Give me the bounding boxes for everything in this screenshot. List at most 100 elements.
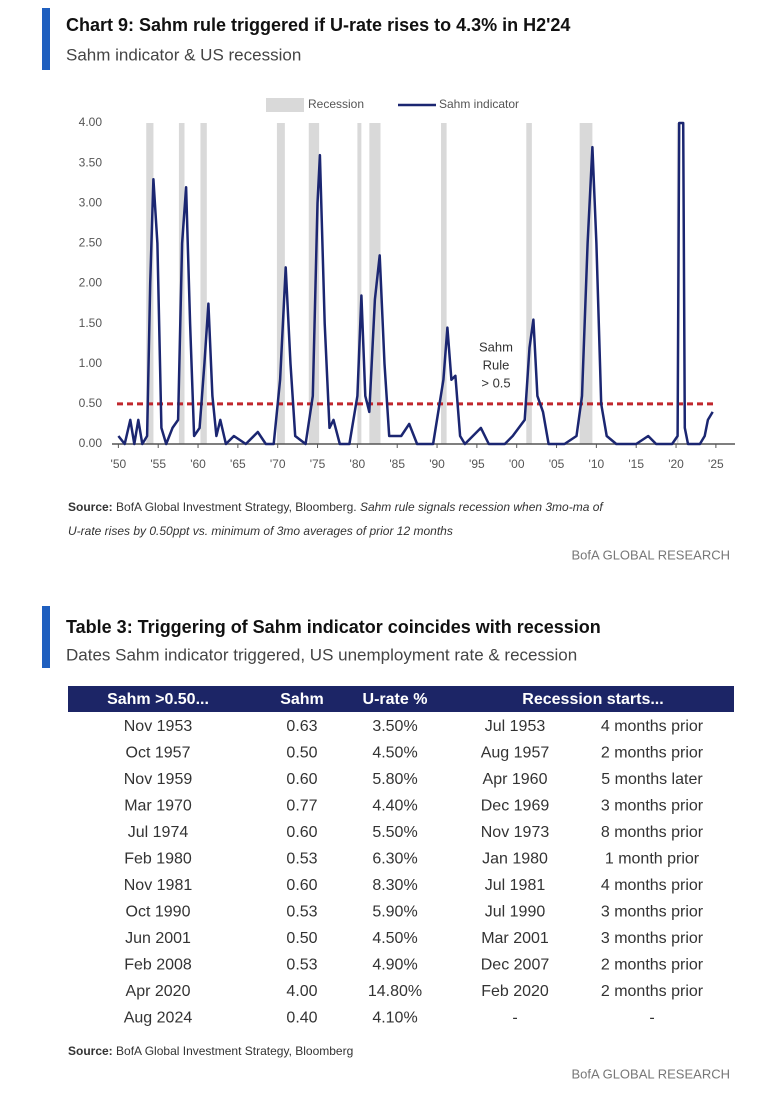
table-cell: Apr 1960 — [483, 771, 548, 788]
y-tick-label: 2.00 — [79, 276, 103, 290]
footer: BofA GLOBAL RESEARCH — [572, 547, 730, 562]
table-cell: 8 months prior — [601, 824, 704, 841]
table-cell: Oct 1957 — [126, 745, 191, 762]
table-cell: Mar 1970 — [124, 798, 192, 815]
chart: 0.00 0.50 1.00 1.50 2.00 2.50 3.00 3.50 4.00 '50 '… — [79, 97, 735, 471]
table-cell: 3 months prior — [601, 904, 704, 921]
table-cell: Jul 1981 — [485, 877, 546, 894]
chart-subtitle: Sahm indicator & US recession — [66, 45, 301, 64]
table-cell: 3.50% — [372, 718, 417, 735]
table-cell: 4.00 — [286, 983, 317, 1000]
table-cell: 4.10% — [372, 1010, 417, 1027]
table-cell: 4.50% — [372, 930, 417, 947]
table-cell: 4.40% — [372, 798, 417, 815]
table-cell: 3 months prior — [601, 930, 704, 947]
recession-band — [276, 123, 285, 444]
table-header-cell: Recession starts... — [522, 691, 663, 708]
table-cell: 5.80% — [372, 771, 417, 788]
x-tick-label: '00 — [509, 457, 525, 471]
table-cell: Feb 2020 — [481, 983, 549, 1000]
y-tick-label: 0.50 — [79, 396, 103, 410]
table-header-cell: Sahm — [280, 691, 324, 708]
table-cell: Jan 1980 — [482, 851, 548, 868]
table-cell: Jul 1953 — [485, 718, 546, 735]
table-cell: Nov 1953 — [124, 718, 193, 735]
threshold-label: > 0.5 — [481, 375, 510, 390]
table-cell: - — [512, 1010, 517, 1027]
table-cell: 2 months prior — [601, 745, 704, 762]
x-tick-label: '25 — [708, 457, 724, 471]
y-tick-label: 4.00 — [79, 115, 103, 129]
recession-band — [369, 123, 381, 444]
x-tick-label: '05 — [549, 457, 565, 471]
x-tick-label: '85 — [389, 457, 405, 471]
table-cell: Feb 2008 — [124, 957, 192, 974]
table-cell: 6.30% — [372, 851, 417, 868]
source-text: BofA Global Investment Strategy, Bloombe… — [116, 500, 357, 514]
legend-label: Sahm indicator — [439, 97, 519, 111]
table-cell: 8.30% — [372, 877, 417, 894]
accent-bar — [42, 606, 50, 668]
legend-label: Recession — [308, 97, 364, 111]
table-cell: Oct 1990 — [126, 904, 191, 921]
table-cell: Aug 2024 — [124, 1010, 193, 1027]
threshold-label: Rule — [483, 357, 510, 372]
table-cell: 4.90% — [372, 957, 417, 974]
table-cell: 0.77 — [286, 798, 317, 815]
table-title: Table 3: Triggering of Sahm indicator co… — [66, 617, 601, 637]
x-tick-label: '60 — [190, 457, 206, 471]
table-cell: Nov 1981 — [124, 877, 193, 894]
table-cell: 0.60 — [286, 824, 317, 841]
x-tick-label: '50 — [111, 457, 127, 471]
y-tick-label: 3.00 — [79, 195, 103, 209]
table-cell: 5 months later — [601, 771, 703, 788]
y-tick-label: 1.50 — [79, 316, 103, 330]
table-cell: 1 month prior — [605, 851, 700, 868]
recession-band — [441, 123, 447, 444]
table-header-cell: U-rate % — [363, 691, 428, 708]
table-cell: 0.50 — [286, 930, 317, 947]
table-cell: 0.63 — [286, 718, 317, 735]
table-cell: 4 months prior — [601, 718, 704, 735]
chart-source: Source: BofA Global Investment Strategy,… — [68, 500, 604, 514]
source-note: U-rate rises by 0.50ppt vs. minimum of 3… — [68, 524, 453, 538]
chart-title: Chart 9: Sahm rule triggered if U-rate r… — [66, 15, 570, 35]
series-line — [117, 121, 714, 446]
table-subtitle: Dates Sahm indicator triggered, US unemp… — [66, 645, 577, 664]
x-tick-label: '70 — [270, 457, 286, 471]
table-cell: 4 months prior — [601, 877, 704, 894]
x-tick-label: '10 — [589, 457, 605, 471]
table-cell: 4.50% — [372, 745, 417, 762]
table-cell: 0.53 — [286, 904, 317, 921]
table-cell: Jul 1990 — [485, 904, 546, 921]
table-cell: 2 months prior — [601, 983, 704, 1000]
x-tick-label: '20 — [668, 457, 684, 471]
table: Sahm >0.50... Sahm U-rate % Recession start… — [107, 691, 704, 1027]
table-cell: Dec 2007 — [481, 957, 550, 974]
table-cell: 14.80% — [368, 983, 422, 1000]
threshold-label: Sahm — [479, 339, 513, 354]
y-tick-label: 0.00 — [79, 436, 103, 450]
table-cell: - — [649, 1010, 654, 1027]
x-tick-label: '90 — [429, 457, 445, 471]
source-text: BofA Global Investment Strategy, Bloombe… — [116, 1044, 353, 1058]
x-tick-label: '65 — [230, 457, 246, 471]
table-source: Source: BofA Global Investment Strategy,… — [68, 1044, 353, 1058]
table-header-band — [68, 686, 734, 712]
y-tick-label: 1.00 — [79, 356, 103, 370]
y-tick-label: 2.50 — [79, 236, 103, 250]
legend-swatch — [266, 98, 304, 112]
table-cell: Mar 2001 — [481, 930, 549, 947]
table-cell: Apr 2020 — [126, 983, 191, 1000]
table-cell: Nov 1973 — [481, 824, 550, 841]
source-label: Source: — [68, 1044, 113, 1058]
table-cell: Aug 1957 — [481, 745, 550, 762]
table-cell: 0.40 — [286, 1010, 317, 1027]
table-cell: Dec 1969 — [481, 798, 550, 815]
x-tick-label: '15 — [628, 457, 644, 471]
table-cell: 2 months prior — [601, 957, 704, 974]
table-cell: Feb 1980 — [124, 851, 192, 868]
table-cell: Jul 1974 — [128, 824, 189, 841]
table-cell: 0.53 — [286, 957, 317, 974]
